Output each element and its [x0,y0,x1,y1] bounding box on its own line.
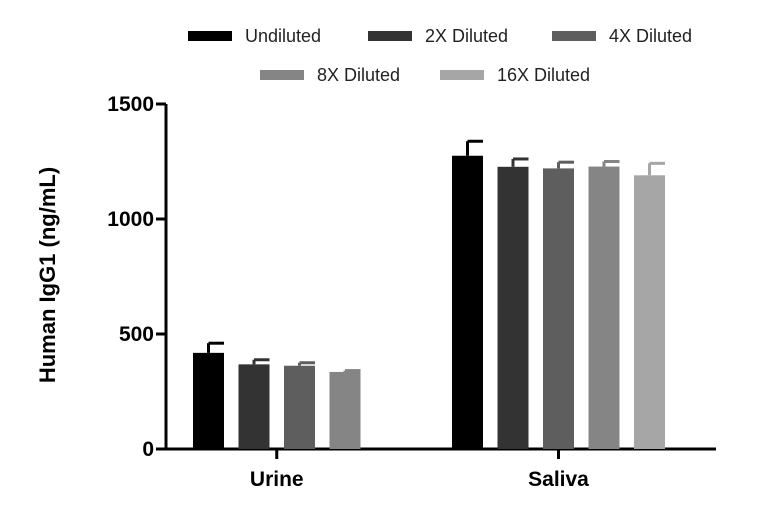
legend-swatch [440,70,484,80]
legend-swatch [368,31,412,41]
legend-item: 16X Diluted [440,65,590,85]
legend-label: Undiluted [245,26,321,46]
bar [634,175,665,450]
bar [329,371,361,449]
x-tick-label: Urine [250,468,304,491]
bar [497,166,529,450]
y-tick-label: 1000 [107,208,154,231]
legend-label: 4X Diluted [609,26,692,46]
bar [238,364,270,449]
x-axis: Urine Saliva [166,447,716,491]
bar [543,168,574,449]
bar-series-group [193,139,665,450]
legend-item: 8X Diluted [260,65,400,85]
bar [452,155,483,449]
bar [193,352,224,449]
legend-item: 4X Diluted [552,26,692,46]
y-tick-label: 1500 [107,93,154,116]
y-axis-label: Human IgG1 (ng/mL) [35,167,60,383]
legend: Undiluted 2X Diluted 4X Diluted 8X Diluted 1… [188,26,692,85]
y-axis: 0 500 1000 1500 [107,93,168,461]
y-tick-label: 500 [119,323,154,346]
legend-label: 16X Diluted [497,65,590,85]
legend-item: 2X Diluted [368,26,508,46]
bar [588,166,620,449]
x-tick-label: Saliva [528,468,589,491]
legend-label: 8X Diluted [317,65,400,85]
y-tick-label: 0 [142,438,154,461]
bar [284,365,315,449]
legend-label: 2X Diluted [425,26,508,46]
legend-swatch [260,70,304,80]
legend-swatch [552,31,596,41]
legend-swatch [188,31,232,41]
legend-item: Undiluted [188,26,321,46]
